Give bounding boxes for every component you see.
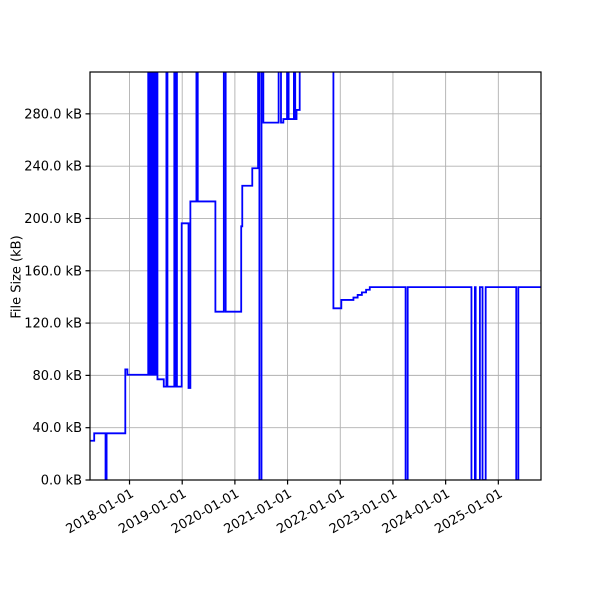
y-tick-label: 280.0 kB — [24, 107, 82, 122]
y-axis-label: File Size (kB) — [9, 235, 25, 319]
y-tick-label: 200.0 kB — [24, 212, 82, 227]
data-line-file-size — [90, 72, 541, 480]
y-tick-label: 120.0 kB — [24, 317, 82, 332]
y-tick-label: 160.0 kB — [24, 264, 82, 279]
axes-spine — [89, 71, 542, 481]
y-tick-label: 80.0 kB — [32, 369, 82, 384]
y-tick-label: 240.0 kB — [24, 160, 82, 175]
y-tick-label: 0.0 kB — [41, 474, 82, 489]
y-tick-label: 40.0 kB — [32, 421, 82, 436]
